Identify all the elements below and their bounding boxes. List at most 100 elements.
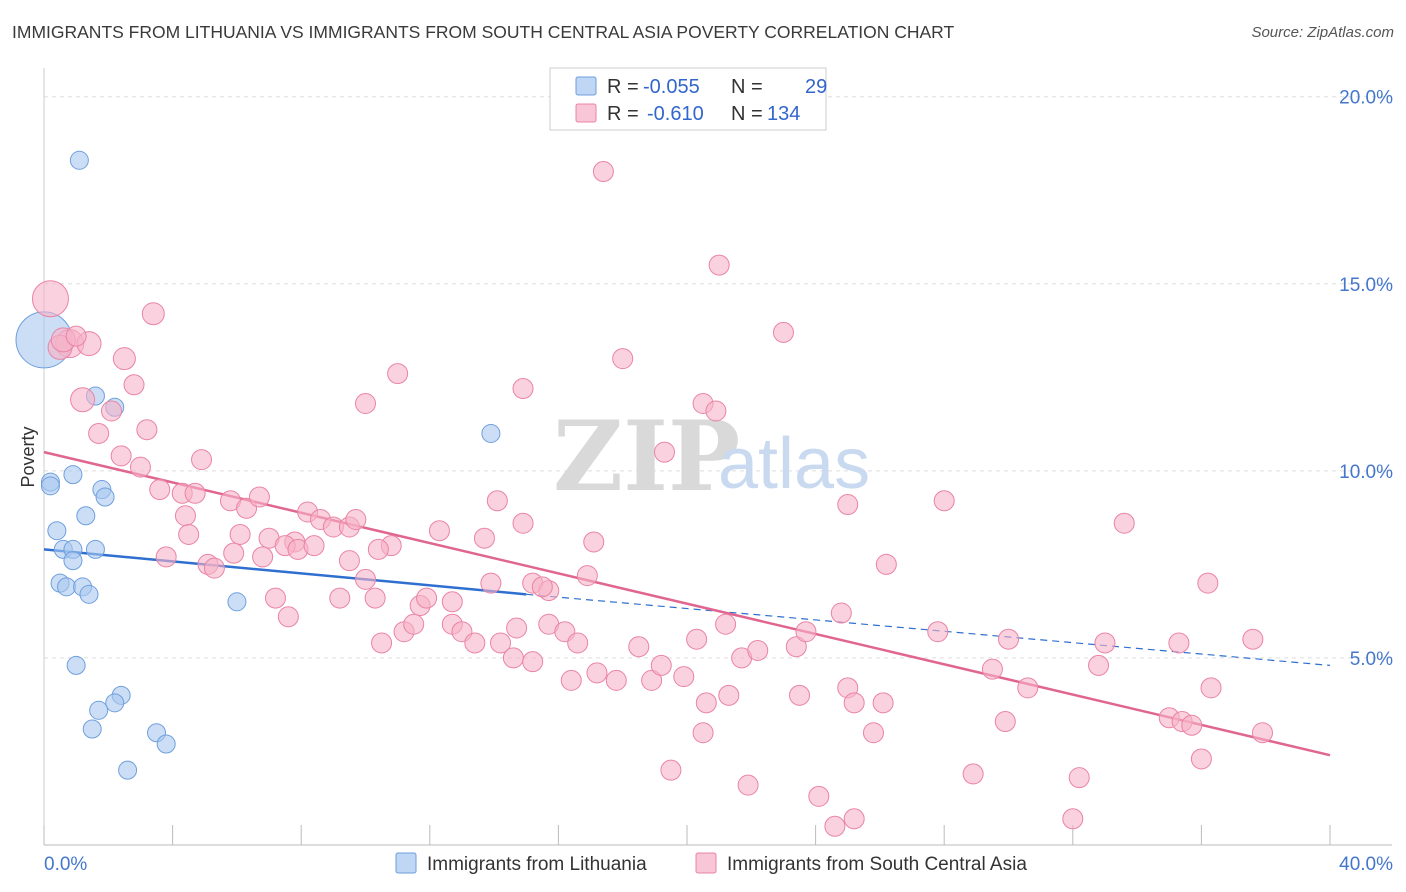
point-lithuania-8 <box>47 521 67 541</box>
point-sca-77 <box>673 666 695 688</box>
point-sca-68 <box>502 647 524 669</box>
point-sca-8 <box>101 400 123 422</box>
point-sca-98 <box>592 161 614 183</box>
point-sca-84 <box>830 602 852 624</box>
point-sca-113 <box>998 628 1019 650</box>
point-sca-97 <box>843 808 865 830</box>
point-lithuania-9 <box>76 506 96 526</box>
series-legend-swatch-sca <box>695 852 717 874</box>
point-sca-101 <box>612 348 634 370</box>
point-sca-116 <box>962 763 984 785</box>
series-legend-swatch-lithuania <box>395 852 417 874</box>
point-sca-57 <box>441 591 463 613</box>
point-sca-16 <box>184 482 206 504</box>
point-sca-92 <box>862 722 884 744</box>
point-sca-94 <box>737 774 759 796</box>
point-sca-132 <box>65 325 87 347</box>
legend-n-value-2: 134 <box>767 103 800 125</box>
point-sca-11 <box>110 445 132 467</box>
legend-n-value-1: 29 <box>805 76 827 98</box>
point-sca-19 <box>248 486 270 508</box>
point-sca-42 <box>486 490 508 512</box>
legend-swatch-sca <box>575 103 597 123</box>
point-sca-118 <box>1094 632 1116 654</box>
point-sca-54 <box>364 587 386 609</box>
point-sca-44 <box>583 531 605 553</box>
point-sca-104 <box>355 393 376 415</box>
point-sca-37 <box>303 535 325 557</box>
point-sca-53 <box>329 587 351 609</box>
point-lithuania-28 <box>40 476 60 496</box>
y-tick-label: 15.0% <box>1339 275 1393 296</box>
y-tick-label: 5.0% <box>1350 649 1393 670</box>
point-lithuania-24 <box>82 719 102 739</box>
point-sca-40 <box>428 520 450 542</box>
y-tick-labels: 5.0% 10.0% 15.0% 20.0% <box>1339 88 1393 670</box>
trend-line-0 <box>43 548 527 596</box>
point-sca-32 <box>203 557 225 579</box>
point-sca-110 <box>875 553 897 575</box>
point-sca-91 <box>692 722 714 744</box>
point-sca-100 <box>772 321 794 343</box>
legend-r-label-2: R = <box>607 103 639 125</box>
point-sca-70 <box>567 632 589 654</box>
point-lithuania-23 <box>89 700 109 720</box>
point-sca-93 <box>660 759 682 781</box>
data-points <box>15 150 1273 837</box>
point-sca-75 <box>641 669 663 691</box>
point-lithuania-20 <box>66 655 86 675</box>
point-sca-115 <box>994 711 1016 733</box>
point-lithuania-7 <box>95 487 115 507</box>
point-sca-89 <box>843 692 865 714</box>
point-sca-65 <box>371 632 393 654</box>
point-sca-33 <box>223 542 245 564</box>
correlation-legend: R = -0.055 N = 29 R = -0.610 N = 134 <box>549 67 827 131</box>
point-sca-102 <box>387 363 409 385</box>
point-sca-96 <box>824 815 846 837</box>
point-sca-125 <box>1088 654 1110 676</box>
point-sca-30 <box>155 546 177 568</box>
point-sca-78 <box>686 628 708 650</box>
point-lithuania-19 <box>481 423 501 443</box>
series-legend-label-sca: Immigrants from South Central Asia <box>727 854 1027 875</box>
point-sca-5 <box>112 347 136 371</box>
point-sca-108 <box>837 494 859 516</box>
point-sca-117 <box>1068 767 1090 789</box>
point-sca-28 <box>345 508 367 530</box>
point-sca-69 <box>522 651 544 673</box>
point-sca-109 <box>933 490 955 512</box>
point-lithuania-26 <box>156 734 176 754</box>
point-sca-45 <box>338 550 360 572</box>
point-sca-4 <box>141 302 165 326</box>
point-sca-81 <box>747 639 769 661</box>
chart-source: Source: ZipAtlas.com <box>1251 24 1394 41</box>
point-sca-34 <box>252 546 274 568</box>
point-sca-66 <box>464 632 486 654</box>
point-sca-0 <box>31 280 69 318</box>
x-tick-label-min: 0.0% <box>44 854 87 875</box>
point-sca-128 <box>1181 714 1203 736</box>
point-sca-59 <box>403 613 425 635</box>
x-tick-label-max: 40.0% <box>1339 854 1393 875</box>
point-sca-87 <box>718 684 740 706</box>
point-sca-111 <box>927 621 949 643</box>
point-lithuania-13 <box>85 539 105 559</box>
point-lithuania-27 <box>118 760 138 780</box>
point-sca-124 <box>1251 722 1273 744</box>
point-sca-7 <box>123 374 145 396</box>
point-sca-90 <box>872 692 894 714</box>
point-sca-67 <box>490 632 512 654</box>
point-sca-41 <box>473 527 495 549</box>
point-sca-10 <box>136 419 158 441</box>
point-sca-51 <box>264 587 286 609</box>
point-sca-73 <box>560 669 582 691</box>
point-sca-112 <box>981 658 1003 680</box>
point-sca-107 <box>653 441 675 463</box>
point-sca-56 <box>416 587 438 609</box>
point-sca-129 <box>1190 748 1212 770</box>
point-sca-82 <box>785 636 807 658</box>
point-lithuania-12 <box>63 551 83 571</box>
legend-n-label-1: N = <box>731 76 763 98</box>
point-sca-46 <box>355 568 376 590</box>
